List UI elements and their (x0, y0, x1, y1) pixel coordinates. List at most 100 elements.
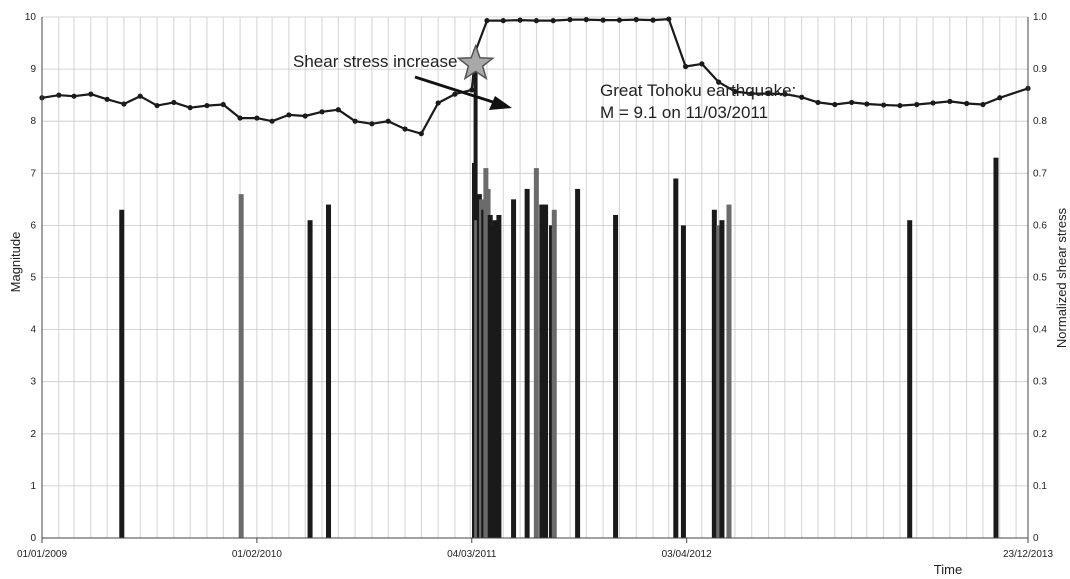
shear-stress-point (567, 17, 573, 23)
y-tick-label: 4 (30, 325, 36, 336)
shear-stress-point (500, 18, 506, 24)
shear-stress-point (517, 17, 523, 23)
shear-stress-point (897, 102, 903, 109)
y-tick-label: 0 (30, 533, 36, 544)
x-axis-title: Time (934, 562, 962, 577)
y-tick-label: 6 (30, 220, 36, 231)
earthquake-bar (726, 204, 732, 538)
shear-stress-point (930, 100, 936, 106)
shear-stress-point (997, 95, 1003, 101)
y-tick-label: 1 (30, 481, 36, 492)
earthquake-bar (492, 220, 498, 538)
x-tick-label: 01/01/2009 (17, 549, 67, 560)
x-tick-label: 01/02/2010 (232, 549, 282, 560)
earthquake-bar (673, 178, 679, 538)
shear-stress-point (418, 131, 424, 137)
y-tick-label: 8 (30, 116, 36, 127)
shear-stress-point (187, 105, 193, 111)
y-tick-label: 9 (30, 64, 36, 75)
shear-stress-point (633, 17, 639, 23)
shear-stress-point (56, 92, 62, 98)
shear-stress-point (352, 118, 358, 124)
mainshock-star-icon (456, 43, 495, 81)
shear-stress-point (947, 98, 953, 105)
shear-stress-point (799, 94, 805, 100)
earthquake-bar (326, 204, 332, 538)
earthquake-bar (613, 214, 619, 539)
shear-stress-point (269, 118, 275, 124)
shear-stress-point (749, 90, 755, 97)
shear-stress-point (964, 100, 970, 107)
earthquake-bar (719, 220, 725, 538)
y2-tick-label: 0 (1033, 533, 1039, 544)
earthquake-bar (307, 220, 313, 538)
shear-stress-point (666, 16, 672, 22)
y2-tick-label: 0.9 (1033, 64, 1047, 75)
shear-stress-point (864, 101, 870, 107)
event-annotation-line2: M = 9.1 on 11/03/2011 (600, 103, 768, 122)
shear-stress-point (154, 102, 160, 109)
shear-stress-annotation: Shear stress increase (293, 52, 457, 71)
shear-stress-point (369, 121, 375, 127)
shear-stress-series (39, 16, 1031, 137)
shear-stress-point (137, 93, 143, 99)
earthquake-bar (549, 225, 555, 538)
x-tick-label: 03/04/2012 (662, 549, 712, 560)
axes (41, 17, 1029, 539)
earthquake-bar (543, 204, 549, 538)
shear-stress-point (650, 17, 656, 23)
star-icon (456, 43, 495, 81)
shear-stress-point (980, 101, 986, 108)
y2-tick-label: 1.0 (1033, 12, 1047, 23)
y-tick-label: 5 (30, 273, 36, 284)
y-axis-title: Magnitude (8, 232, 23, 293)
shear-stress-point (335, 107, 341, 113)
shear-stress-point (237, 115, 243, 121)
shear-stress-point (716, 79, 722, 85)
y2-tick-label: 0.8 (1033, 116, 1047, 127)
y-tick-label: 10 (25, 12, 37, 23)
y-tick-label: 3 (30, 377, 36, 388)
shear-stress-point (914, 101, 920, 108)
y-tick-label: 7 (30, 168, 36, 179)
earthquake-bar (489, 225, 495, 538)
shear-stress-point (319, 109, 325, 115)
shear-stress-point (469, 87, 475, 93)
x-tick-label: 04/03/2011 (447, 549, 497, 560)
earthquake-bar (119, 209, 125, 538)
shear-stress-point (104, 96, 110, 102)
shear-stress-point (732, 88, 738, 95)
y2-axis-title: Normalized shear stress (1054, 207, 1069, 348)
y-tick-label: 2 (30, 429, 36, 440)
earthquake-bar (907, 220, 913, 538)
shear-stress-point (815, 99, 821, 106)
earthquake-bar (496, 214, 502, 539)
shear-stress-point (533, 18, 539, 24)
earthquake-bar (474, 220, 480, 538)
y2-tick-label: 0.3 (1033, 377, 1047, 388)
event-annotation-line1: Great Tohoku earthquake: (600, 81, 796, 100)
shear-stress-point (766, 90, 772, 97)
shear-stress-point (583, 17, 589, 23)
shear-stress-point (121, 101, 127, 107)
shear-stress-point (782, 91, 788, 97)
earthquake-bar (511, 199, 517, 538)
shear-stress-point (682, 63, 689, 70)
shear-stress-point (550, 18, 556, 24)
shear-stress-point (832, 101, 838, 108)
x-tick-label: 23/12/2013 (1003, 549, 1053, 560)
earthquake-bar (524, 188, 530, 538)
shear-stress-point (699, 61, 705, 67)
shear-stress-point (600, 17, 606, 23)
shear-stress-point (849, 99, 855, 106)
earthquake-bar (238, 194, 244, 538)
shear-stress-point (484, 18, 490, 24)
shear-stress-point (254, 115, 260, 121)
shear-stress-point (204, 102, 210, 109)
earthquake-bar (680, 225, 686, 538)
shear-stress-point (616, 17, 622, 23)
earthquake-bar (711, 209, 717, 538)
earthquake-bar (716, 225, 722, 538)
tick-labels: 0 1 2 3 4 5 6 7 8 9 10 0 0.1 0.2 0.3 0.4 0.5 0.6 0.7 0.8 0.9… (17, 12, 1053, 560)
